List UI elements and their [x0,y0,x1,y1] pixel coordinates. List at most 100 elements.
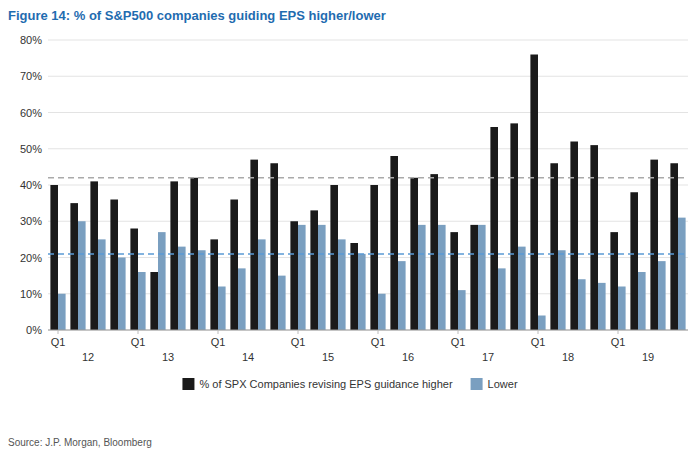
bar [618,287,626,331]
reference-line [48,253,688,255]
bar [558,250,566,330]
bar [478,225,486,330]
bar [290,221,298,330]
legend: % of SPX Companies revising EPS guidance… [182,378,517,390]
x-tick-label: Q1 [291,336,306,348]
x-tick-label: Q1 [51,336,66,348]
x-tick [538,330,539,334]
bar [278,276,286,330]
bar [198,250,206,330]
y-tick-label: 40% [20,179,42,191]
bar [438,225,446,330]
bar [350,243,358,330]
bar [130,229,138,331]
legend-label: Lower [488,378,518,390]
bar [470,225,478,330]
reference-line [48,177,688,179]
grid-line [48,40,688,41]
bar [98,239,106,330]
bar [178,247,186,330]
bar [390,156,398,330]
x-tick [618,330,619,334]
source: Source: J.P. Morgan, Bloomberg [8,437,152,448]
legend-swatch [182,378,194,390]
bar [90,181,98,330]
bar [330,185,338,330]
group-label: 17 [482,351,494,363]
y-tick-label: 0% [26,324,42,336]
bar [118,258,126,331]
bar [378,294,386,330]
bar [358,254,366,330]
bar [638,272,646,330]
x-tick [298,330,299,334]
bar [578,279,586,330]
group-label: 14 [242,351,254,363]
legend-swatch [471,378,483,390]
bar [78,221,86,330]
y-tick-label: 80% [20,34,42,46]
bar [218,287,226,331]
x-tick-label: Q1 [371,336,386,348]
bar [670,163,678,330]
y-tick-label: 30% [20,215,42,227]
group-label: 13 [162,351,174,363]
bar [310,210,318,330]
group-label: 16 [402,351,414,363]
title: Figure 14: % of S&P500 companies guiding… [8,8,386,23]
x-tick-label: Q1 [451,336,466,348]
bar [370,185,378,330]
bar [610,232,618,330]
group-label: 12 [82,351,94,363]
series [58,218,686,330]
bar [338,239,346,330]
y-tick-label: 60% [20,107,42,119]
bar [550,163,558,330]
bar [498,268,506,330]
bar [450,232,458,330]
x-axis-line [48,330,688,331]
bar [650,160,658,330]
chart: Figure 14: % of S&P500 companies guiding… [0,0,700,454]
bar [270,163,278,330]
bar [110,200,118,331]
bar [210,239,218,330]
x-tick-label: Q1 [211,336,226,348]
bar [538,316,546,331]
bar [458,290,466,330]
y-tick-label: 10% [20,288,42,300]
y-tick-label: 20% [20,252,42,264]
x-tick-label: Q1 [611,336,626,348]
plot-area [48,55,688,331]
group-label: 18 [562,351,574,363]
bar [590,145,598,330]
y-tick-label: 70% [20,70,42,82]
bar [418,225,426,330]
bar [530,55,538,331]
group-label: 19 [642,351,654,363]
bar [658,261,666,330]
bar [570,142,578,331]
x-tick [458,330,459,334]
x-tick-label: Q1 [131,336,146,348]
bar [430,174,438,330]
bar [298,225,306,330]
bar [678,218,686,330]
x-tick [58,330,59,334]
x-tick [138,330,139,334]
bar [318,225,326,330]
series [50,55,678,331]
bar [490,127,498,330]
bar [398,261,406,330]
bar [70,203,78,330]
grid-line [48,112,688,113]
grid-line [48,330,688,331]
bar [518,247,526,330]
bar [250,160,258,330]
bar [50,185,58,330]
grid-line [48,76,688,77]
bar [598,283,606,330]
bar [230,200,238,331]
bar [138,272,146,330]
bar [510,123,518,330]
